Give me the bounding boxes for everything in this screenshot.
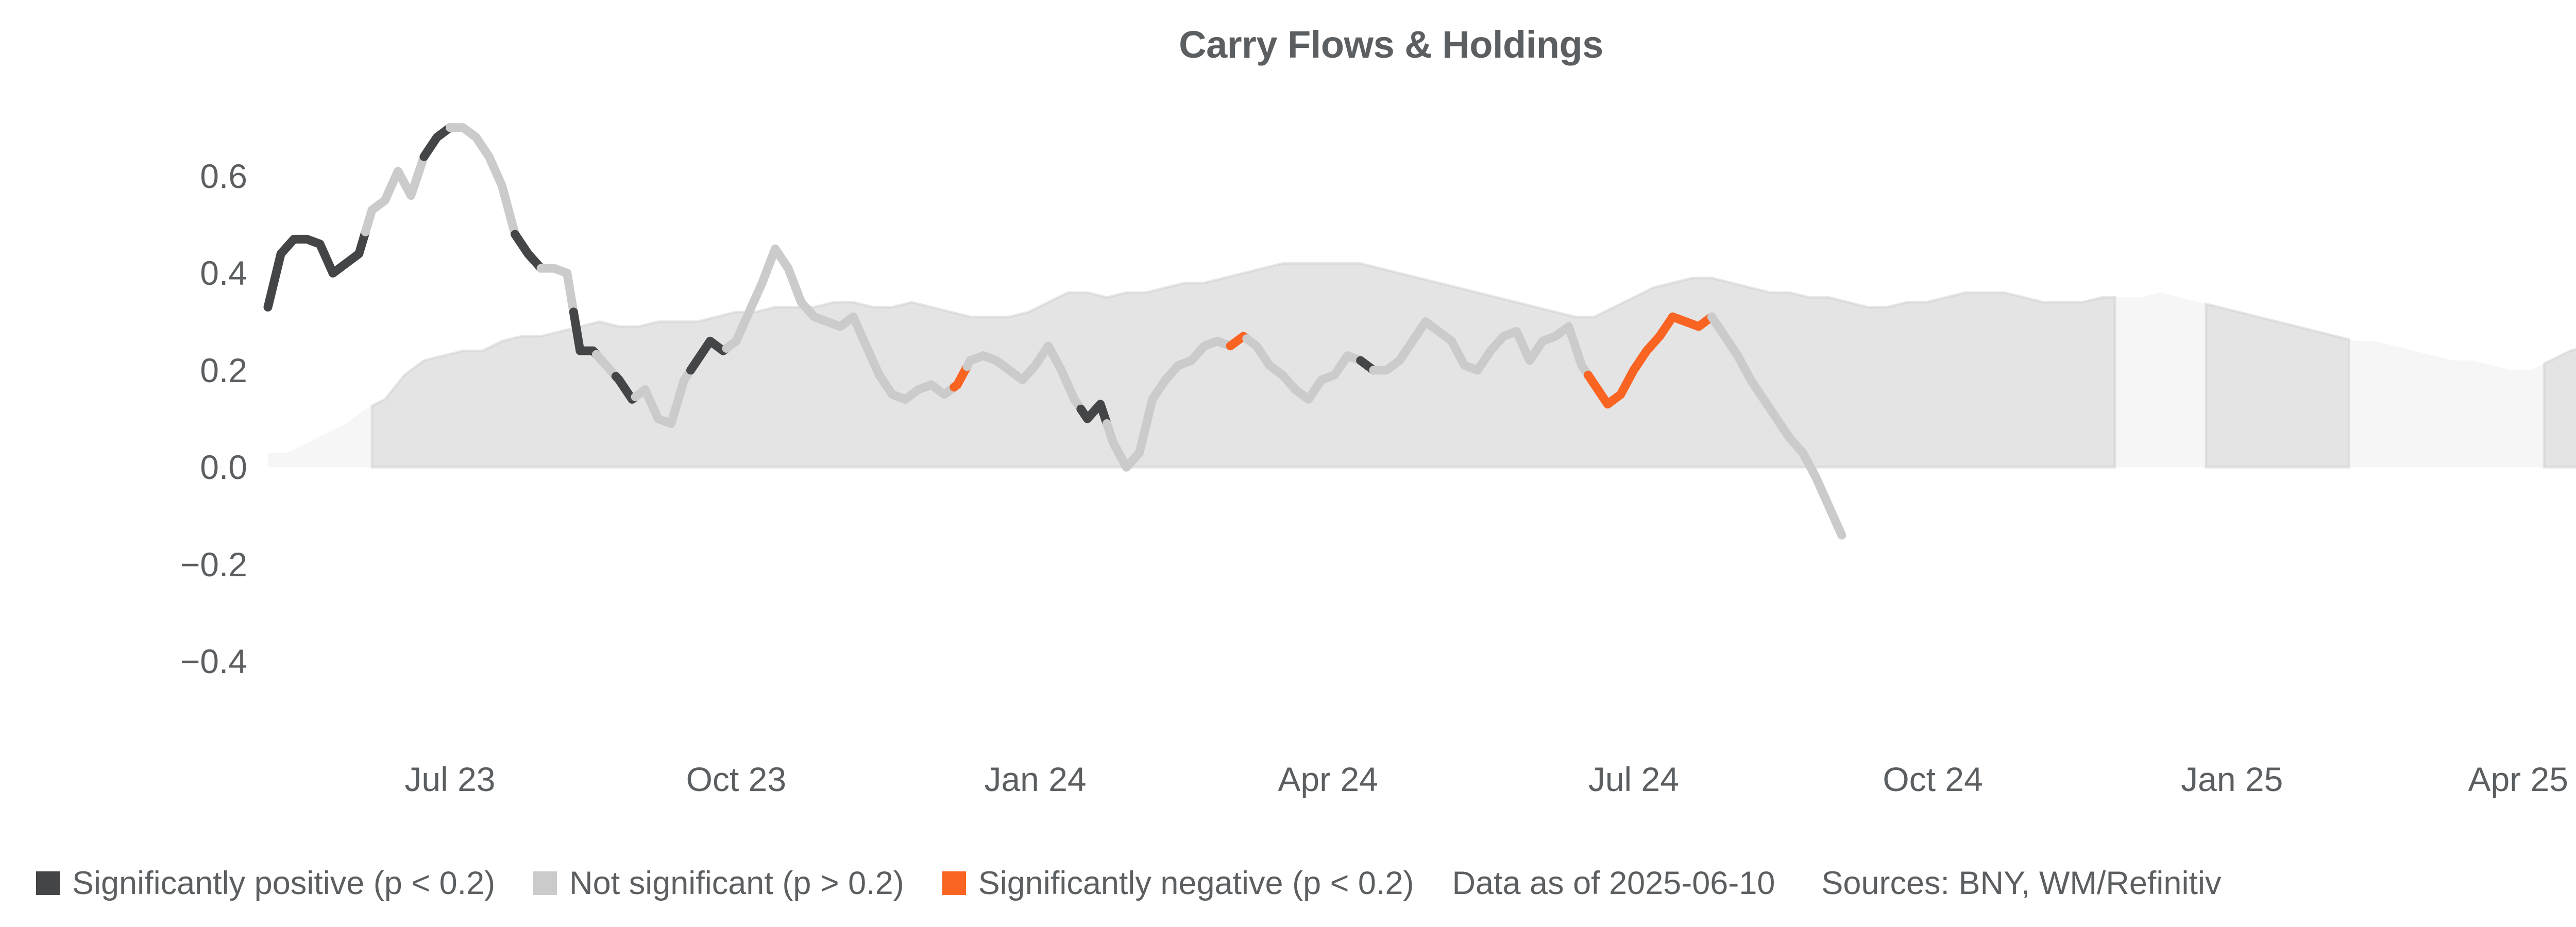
- flows-line-segment-neutral: [1707, 312, 1846, 540]
- data-as-of-note: Data as of 2025-06-10: [1452, 865, 1775, 901]
- x-tick-label: Oct 24: [1883, 760, 1983, 798]
- y-tick-label: −0.4: [180, 642, 247, 681]
- legend-item-positive[interactable]: Significantly positive (p < 0.2): [36, 867, 495, 900]
- legend-label-neutral: Not significant (p > 0.2): [569, 865, 904, 901]
- legend-label-positive: Significantly positive (p < 0.2): [72, 865, 496, 901]
- legend-label-negative: Significantly negative (p < 0.2): [978, 865, 1414, 901]
- y-axis: 0.6 0.4 0.2 0.0 −0.2 −0.4: [31, 108, 247, 739]
- x-tick-label: Jan 25: [2181, 760, 2283, 798]
- legend-item-negative[interactable]: Significantly negative (p < 0.2): [942, 867, 1414, 900]
- flows-line-segment-neutral: [591, 350, 620, 381]
- y-tick-label: −0.2: [180, 545, 247, 583]
- x-axis: Jul 23 Oct 23 Jan 24 Apr 24 Jul 24 Oct 24 Jan …: [268, 760, 2576, 816]
- flows-line-segment-positive: [511, 230, 546, 273]
- flows-line-segment-neutral: [722, 244, 959, 404]
- holdings-area-band: [2205, 302, 2350, 469]
- flows-line-segment-positive: [1076, 400, 1111, 428]
- y-tick-label: 0.6: [200, 157, 247, 195]
- flows-line-segment-neutral: [536, 264, 578, 317]
- y-tick-label: 0.4: [200, 254, 247, 293]
- flows-line-segment-neutral: [445, 123, 520, 239]
- flows-line-segment-neutral: [361, 152, 429, 236]
- flows-line-segment-neutral: [1102, 336, 1235, 472]
- x-tick-label: Jul 24: [1588, 760, 1679, 798]
- holdings-area-band: [2543, 348, 2576, 469]
- sources-note: Sources: BNY, WM/Refinitiv: [1821, 865, 2222, 901]
- legend-item-neutral[interactable]: Not significant (p > 0.2): [533, 867, 904, 900]
- flows-line-segment-negative: [950, 362, 972, 392]
- flows-line-segment-neutral: [1242, 334, 1365, 404]
- flows-line-segment-neutral: [1369, 317, 1593, 380]
- flows-line-segment-neutral: [962, 341, 1086, 414]
- flows-line-segment-neutral: [631, 366, 696, 428]
- x-tick-label: Oct 23: [686, 760, 787, 798]
- x-tick-label: Jan 24: [984, 760, 1087, 798]
- x-tick-label: Apr 25: [2468, 760, 2568, 798]
- chart-canvas: [263, 123, 2576, 540]
- x-tick-label: Jul 23: [404, 760, 496, 798]
- plot-area: [263, 108, 2576, 739]
- holdings-area-band: [370, 262, 2116, 469]
- legend-swatch-positive-icon: [36, 871, 60, 895]
- flows-line-segment-positive: [419, 123, 454, 161]
- legend-swatch-neutral-icon: [533, 871, 557, 895]
- chart-footer: Significantly positive (p < 0.2) Not sig…: [36, 855, 2576, 912]
- legend-swatch-negative-icon: [942, 871, 966, 895]
- flows-line-segment-negative: [1584, 312, 1716, 409]
- y-tick-label: 0.0: [200, 448, 247, 487]
- y-tick-label: 0.2: [200, 351, 247, 389]
- flows-line-segment-positive: [263, 227, 370, 312]
- page-title: Carry Flows & Holdings: [1179, 23, 1603, 66]
- x-tick-label: Apr 24: [1278, 760, 1378, 798]
